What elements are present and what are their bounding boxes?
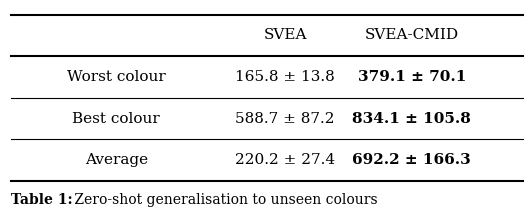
Text: 692.2 ± 166.3: 692.2 ± 166.3 bbox=[353, 153, 471, 167]
Text: 379.1 ± 70.1: 379.1 ± 70.1 bbox=[357, 70, 466, 84]
Text: 165.8 ± 13.8: 165.8 ± 13.8 bbox=[235, 70, 335, 84]
Text: SVEA: SVEA bbox=[263, 28, 307, 42]
Text: Average: Average bbox=[84, 153, 148, 167]
Text: Best colour: Best colour bbox=[72, 111, 160, 126]
Text: 834.1 ± 105.8: 834.1 ± 105.8 bbox=[352, 111, 472, 126]
Text: SVEA-CMID: SVEA-CMID bbox=[365, 28, 459, 42]
Text: Worst colour: Worst colour bbox=[67, 70, 166, 84]
Text: Zero-shot generalisation to unseen colours: Zero-shot generalisation to unseen colou… bbox=[70, 193, 378, 207]
Text: Table 1:: Table 1: bbox=[11, 193, 72, 207]
Text: 220.2 ± 27.4: 220.2 ± 27.4 bbox=[235, 153, 335, 167]
Text: 588.7 ± 87.2: 588.7 ± 87.2 bbox=[235, 111, 335, 126]
